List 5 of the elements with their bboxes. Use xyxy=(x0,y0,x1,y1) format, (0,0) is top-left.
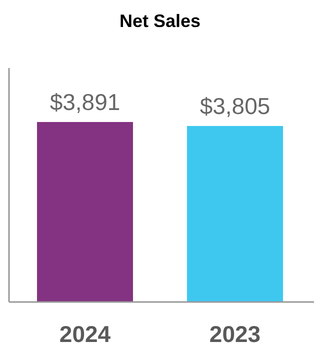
data-label: $3,805 xyxy=(200,92,270,119)
x-tick-label: 2024 xyxy=(59,321,111,347)
x-tick-label: 2023 xyxy=(209,321,261,347)
data-label: $3,891 xyxy=(50,89,120,115)
chart-title: Net Sales xyxy=(119,11,201,31)
